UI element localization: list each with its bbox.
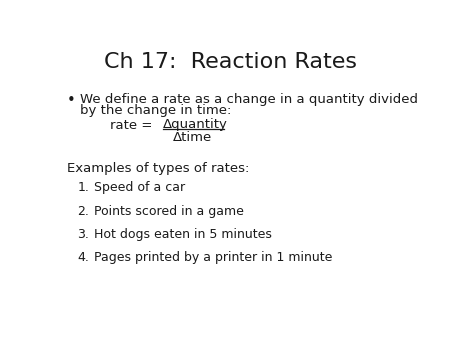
Text: Δquantity: Δquantity — [162, 118, 228, 131]
Text: by the change in time:: by the change in time: — [80, 103, 231, 117]
Text: We define a rate as a change in a quantity divided: We define a rate as a change in a quanti… — [80, 93, 418, 105]
Text: 4.: 4. — [77, 251, 90, 264]
Text: Speed of a car: Speed of a car — [94, 181, 185, 194]
Text: 3.: 3. — [77, 228, 90, 241]
Text: 1.: 1. — [77, 181, 90, 194]
Text: 2.: 2. — [77, 204, 90, 218]
Text: Ch 17:  Reaction Rates: Ch 17: Reaction Rates — [104, 52, 357, 72]
Text: Δtime: Δtime — [173, 130, 212, 144]
Text: Pages printed by a printer in 1 minute: Pages printed by a printer in 1 minute — [94, 251, 332, 264]
Text: rate =: rate = — [110, 119, 153, 131]
Text: •: • — [67, 93, 76, 107]
Text: Examples of types of rates:: Examples of types of rates: — [67, 162, 249, 175]
Text: Points scored in a game: Points scored in a game — [94, 204, 244, 218]
Text: Hot dogs eaten in 5 minutes: Hot dogs eaten in 5 minutes — [94, 228, 272, 241]
